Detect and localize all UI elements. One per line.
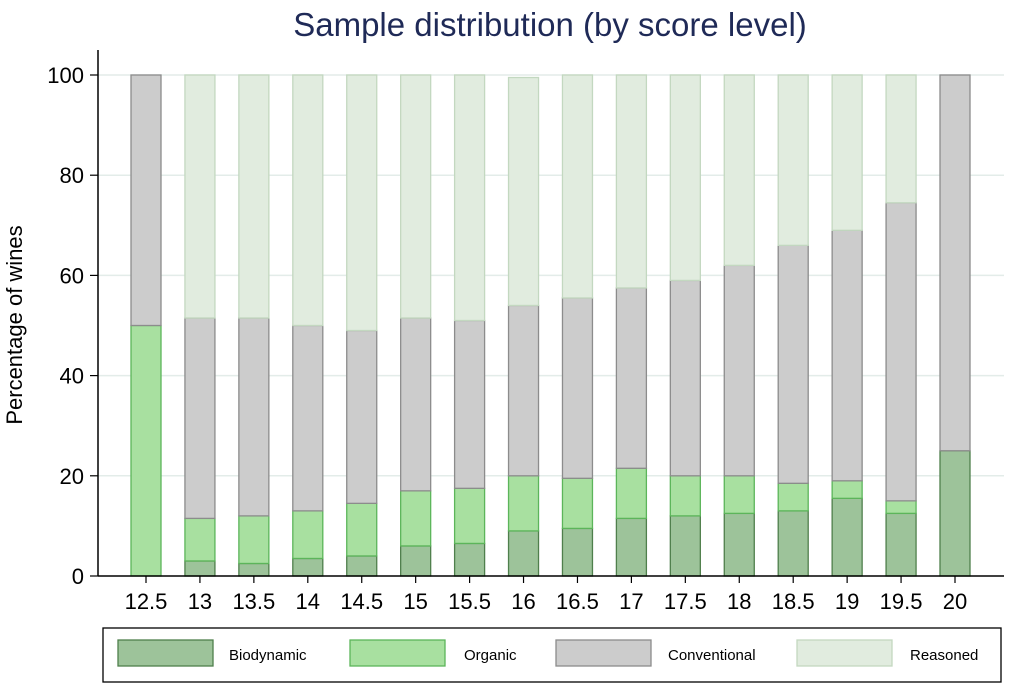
bar-segment-conventional-15.5 bbox=[453, 319, 486, 489]
bar-segment-biodynamic-19.5 bbox=[885, 512, 917, 577]
bar-segment-reasoned-17.5 bbox=[669, 74, 701, 282]
x-tick-label: 15 bbox=[403, 589, 427, 614]
bar-segment-conventional-13.5 bbox=[238, 317, 270, 517]
y-axis-label: Percentage of wines bbox=[2, 225, 27, 424]
bar-segment-biodynamic-14.5 bbox=[346, 555, 378, 577]
x-tick-label: 20 bbox=[943, 589, 967, 614]
bar-segment-reasoned-15.5 bbox=[453, 74, 486, 322]
x-tick-label: 13 bbox=[188, 589, 212, 614]
bar-segment-reasoned-19.5 bbox=[885, 74, 917, 204]
bar-segment-organic-13.5 bbox=[238, 515, 270, 565]
bar-segment-reasoned-17 bbox=[615, 74, 648, 289]
bar-segment-biodynamic-17 bbox=[615, 517, 648, 577]
bar-segment-organic-18 bbox=[723, 475, 755, 515]
bar-segment-reasoned-16 bbox=[507, 76, 540, 307]
bar-segment-reasoned-14.5 bbox=[346, 74, 378, 332]
x-tick-label: 15.5 bbox=[448, 589, 491, 614]
x-tick-label: 13.5 bbox=[232, 589, 275, 614]
bars bbox=[130, 74, 971, 577]
bar-segment-biodynamic-15.5 bbox=[453, 542, 486, 577]
bar-segment-conventional-16.5 bbox=[561, 297, 594, 479]
bar-segment-organic-19.5 bbox=[885, 500, 917, 515]
y-tick-label: 40 bbox=[60, 364, 84, 389]
x-tick-label: 14 bbox=[296, 589, 320, 614]
bar-segment-organic-13 bbox=[184, 517, 216, 562]
bar-segment-biodynamic-16.5 bbox=[561, 527, 594, 577]
legend-label-conventional: Conventional bbox=[668, 647, 756, 664]
bar-segment-biodynamic-18 bbox=[723, 512, 755, 577]
legend-label-reasoned: Reasoned bbox=[910, 647, 978, 664]
bar-segment-organic-17.5 bbox=[669, 475, 701, 517]
bar-segment-organic-12.5 bbox=[130, 324, 162, 577]
bar-segment-organic-14 bbox=[292, 510, 324, 560]
bar-segment-reasoned-15 bbox=[400, 74, 432, 319]
bar-segment-biodynamic-20 bbox=[939, 450, 971, 577]
bar-segment-reasoned-14 bbox=[292, 74, 324, 327]
bar-segment-conventional-15 bbox=[400, 317, 432, 492]
bar-segment-conventional-14 bbox=[292, 324, 324, 512]
gridlines bbox=[98, 74, 1004, 477]
bar-segment-conventional-14.5 bbox=[346, 329, 378, 505]
chart-title: Sample distribution (by score level) bbox=[293, 6, 807, 43]
bar-segment-biodynamic-16 bbox=[507, 530, 540, 577]
x-tick-label: 19.5 bbox=[880, 589, 923, 614]
bar-segment-biodynamic-17.5 bbox=[669, 515, 701, 577]
bar-segment-conventional-12.5 bbox=[130, 74, 162, 327]
bar-segment-conventional-13 bbox=[184, 317, 216, 520]
y-tick-label: 60 bbox=[60, 263, 84, 288]
bar-segment-biodynamic-14 bbox=[292, 557, 324, 577]
y-tick-label: 80 bbox=[60, 163, 84, 188]
bar-segment-organic-16 bbox=[507, 475, 540, 532]
bar-segment-organic-16.5 bbox=[561, 477, 594, 530]
legend-swatch-reasoned bbox=[796, 639, 893, 667]
legend: Biodynamic Organic Conventional Reasoned bbox=[102, 627, 1002, 683]
bar-segment-biodynamic-15 bbox=[400, 545, 432, 577]
y-tick-label: 0 bbox=[72, 564, 84, 589]
bar-segment-conventional-17 bbox=[615, 287, 648, 469]
x-tick-label: 14.5 bbox=[340, 589, 383, 614]
bar-segment-conventional-16 bbox=[507, 304, 540, 477]
bar-segment-reasoned-13.5 bbox=[238, 74, 270, 319]
bar-segment-organic-14.5 bbox=[346, 502, 378, 557]
bar-segment-conventional-18 bbox=[723, 264, 755, 477]
axes: 0 20 40 60 80 100 12.5 13 13.5 14 14.5 15 15.5 16 16.5… bbox=[47, 50, 1004, 614]
bar-segment-biodynamic-13.5 bbox=[238, 562, 270, 577]
x-tick-label: 17.5 bbox=[664, 589, 707, 614]
legend-swatch-organic bbox=[349, 639, 446, 667]
bar-segment-organic-17 bbox=[615, 467, 648, 520]
bar-segment-reasoned-16.5 bbox=[561, 74, 594, 299]
bar-segment-biodynamic-18.5 bbox=[777, 510, 809, 577]
x-tick-label: 19 bbox=[835, 589, 859, 614]
bar-segment-conventional-19 bbox=[831, 229, 863, 482]
x-tick-label: 12.5 bbox=[125, 589, 168, 614]
x-tick-label: 16.5 bbox=[556, 589, 599, 614]
legend-label-organic: Organic bbox=[464, 647, 517, 664]
bar-segment-conventional-18.5 bbox=[777, 244, 809, 484]
bar-segment-organic-18.5 bbox=[777, 482, 809, 512]
x-tick-label: 17 bbox=[619, 589, 643, 614]
bar-segment-biodynamic-19 bbox=[831, 497, 863, 577]
legend-swatch-biodynamic bbox=[117, 639, 214, 667]
bar-segment-organic-15.5 bbox=[453, 487, 486, 545]
bar-segment-reasoned-19 bbox=[831, 74, 863, 231]
bar-segment-reasoned-18.5 bbox=[777, 74, 809, 246]
bar-segment-reasoned-13 bbox=[184, 74, 216, 319]
bar-segment-conventional-19.5 bbox=[885, 202, 917, 502]
bar-segment-organic-15 bbox=[400, 490, 432, 547]
bar-segment-organic-19 bbox=[831, 480, 863, 499]
bar-segment-biodynamic-13 bbox=[184, 560, 216, 577]
legend-label-biodynamic: Biodynamic bbox=[229, 647, 307, 664]
bar-segment-conventional-17.5 bbox=[669, 279, 701, 477]
y-tick-label: 20 bbox=[60, 464, 84, 489]
legend-swatch-conventional bbox=[555, 639, 652, 667]
x-tick-label: 18.5 bbox=[772, 589, 815, 614]
bar-segment-reasoned-18 bbox=[723, 74, 755, 267]
x-tick-label: 16 bbox=[511, 589, 535, 614]
bar-segment-conventional-20 bbox=[939, 74, 971, 452]
x-tick-label: 18 bbox=[727, 589, 751, 614]
y-tick-label: 100 bbox=[47, 63, 84, 88]
